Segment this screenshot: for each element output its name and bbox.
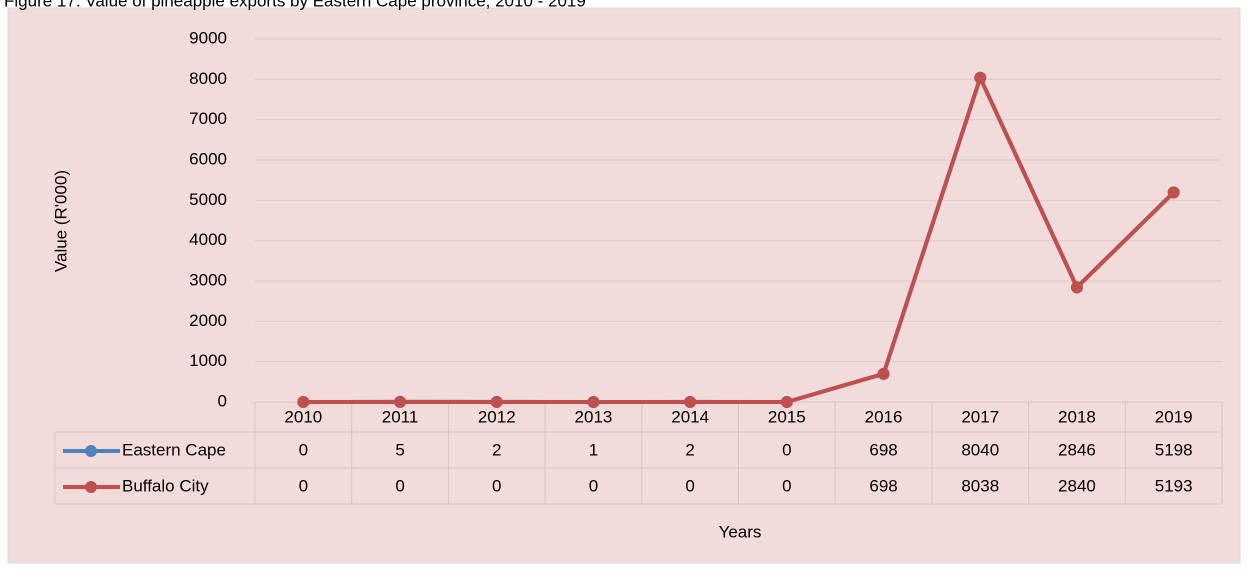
table-value: 2840: [1058, 476, 1096, 495]
table-value: 0: [782, 440, 791, 459]
table-value: 2: [492, 440, 501, 459]
table-value: 5193: [1155, 476, 1193, 495]
table-value: 0: [299, 440, 308, 459]
x-tick-label: 2012: [478, 407, 516, 426]
y-tick-label: 5000: [189, 190, 227, 209]
marker: [877, 367, 890, 380]
x-tick-label: 2013: [575, 407, 613, 426]
table-value: 2846: [1058, 440, 1096, 459]
table-value: 0: [782, 476, 791, 495]
table-value: 1: [589, 440, 598, 459]
legend-label: Buffalo City: [122, 476, 209, 495]
table-value: 0: [589, 476, 598, 495]
marker: [490, 396, 503, 408]
y-tick-label: 6000: [189, 149, 227, 168]
y-tick-label: 8000: [189, 69, 227, 88]
table-value: 5198: [1155, 440, 1193, 459]
table-value: 0: [395, 476, 404, 495]
x-tick-label: 2016: [865, 407, 903, 426]
table-value: 2: [685, 440, 694, 459]
y-tick-label: 9000: [189, 28, 227, 47]
table-value: 0: [685, 476, 694, 495]
y-axis-label: Value (R'000): [51, 170, 70, 272]
legend-key-marker: [85, 481, 97, 493]
legend-label: Eastern Cape: [122, 440, 226, 459]
table-value: 8040: [961, 440, 999, 459]
table-value: 5: [395, 440, 404, 459]
x-tick-label: 2011: [382, 407, 419, 426]
series-line: [303, 75, 1176, 404]
x-axis-label: Years: [719, 522, 762, 541]
y-tick-label: 2000: [189, 311, 227, 330]
y-tick-label: 1000: [189, 351, 227, 370]
x-tick-label: 2018: [1058, 407, 1096, 426]
y-tick-label: 4000: [189, 230, 227, 249]
x-tick-label: 2015: [768, 407, 806, 426]
chart-background: [7, 7, 1241, 564]
y-tick-label: 7000: [189, 109, 227, 128]
marker: [684, 396, 697, 408]
marker: [394, 396, 407, 408]
legend-key-marker: [85, 445, 97, 457]
table-value: 0: [492, 476, 501, 495]
chart-title: Figure 17: Value of pineapple exports by…: [4, 0, 586, 10]
marker: [974, 71, 987, 84]
table-value: 8038: [961, 476, 999, 495]
marker: [1070, 281, 1083, 294]
marker: [587, 396, 600, 408]
x-tick-label: 2017: [961, 407, 999, 426]
table-value: 0: [299, 476, 308, 495]
y-tick-label: 3000: [189, 270, 227, 289]
x-tick-label: 2014: [671, 407, 709, 426]
marker: [297, 396, 310, 408]
marker: [1167, 186, 1180, 199]
marker: [780, 396, 793, 408]
x-tick-label: 2019: [1155, 407, 1193, 426]
y-tick-label: 0: [218, 391, 227, 410]
table-value: 698: [869, 476, 897, 495]
table-value: 698: [869, 440, 897, 459]
x-tick-label: 2010: [284, 407, 322, 426]
